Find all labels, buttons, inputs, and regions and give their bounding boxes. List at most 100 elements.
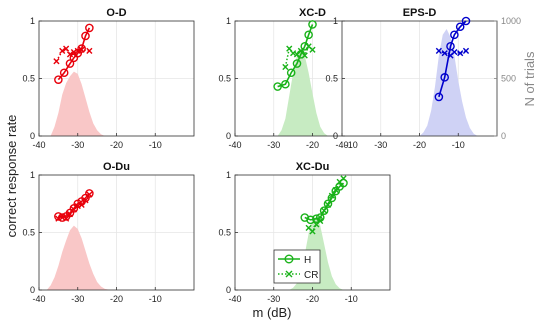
h-point <box>455 22 465 32</box>
x-tick-label: -10 <box>149 140 162 150</box>
y-tick-label: 1 <box>333 16 338 26</box>
y-tick-label: 1 <box>226 170 231 180</box>
h-point <box>308 20 317 29</box>
cr-point <box>309 46 316 53</box>
x-tick-label: -40 <box>32 140 45 150</box>
h-point <box>339 178 348 188</box>
panel-title: O-Du <box>103 161 130 173</box>
h-point <box>306 215 315 225</box>
x-tick-label: -30 <box>374 140 387 150</box>
h-point <box>77 44 86 53</box>
panel-eps-d: -40 -30 -20 -10 0 0.5 1 0 500 1000 EPS-D <box>325 7 521 150</box>
h-point <box>85 189 94 198</box>
y-tick-label: 0.5 <box>218 228 231 238</box>
x-tick-label: -10 <box>345 294 358 304</box>
panel-title: EPS-D <box>403 7 437 19</box>
right-y-axis-label: N of trials <box>522 51 537 106</box>
panel-o-du: -40 -30 -20 -10 0 0.5 1 O-Du <box>22 161 195 304</box>
cr-point <box>66 51 74 58</box>
y-tick-label: 1 <box>30 170 35 180</box>
h-series-line <box>277 24 314 88</box>
h-point <box>319 206 329 215</box>
legend-cr-label: CR <box>304 270 318 281</box>
h-point <box>300 42 310 51</box>
legend: H CR <box>273 249 321 284</box>
ntrials-area <box>50 71 105 136</box>
x-tick-label: -40 <box>335 140 348 150</box>
h-point <box>327 193 337 203</box>
legend-box <box>273 249 321 284</box>
y-tick-label: 0 <box>226 131 231 141</box>
ntrials-area <box>419 29 478 136</box>
cr-point <box>462 47 470 54</box>
y-tick-label: 0 <box>333 131 338 141</box>
ntrials-area <box>277 48 328 136</box>
x-tick-label: -20 <box>110 140 123 150</box>
y-tick-label: 0.5 <box>22 74 35 84</box>
cr-point <box>59 47 66 54</box>
h-point <box>281 79 290 89</box>
y-tick-label: 0 <box>30 131 35 141</box>
h-point <box>57 213 67 222</box>
right-y-tick-label: 0 <box>501 131 506 141</box>
h-point <box>440 73 449 82</box>
cr-point <box>282 63 289 71</box>
panel-title: XC-D <box>299 7 326 19</box>
legend-h-marker <box>284 254 294 264</box>
cr-point <box>63 45 70 52</box>
x-tick-label: -40 <box>228 140 241 150</box>
right-y-tick-label: 500 <box>501 74 516 84</box>
x-tick-label: -10 <box>149 294 162 304</box>
h-point <box>81 31 90 41</box>
legend-cr-marker <box>285 270 293 278</box>
x-tick-label: -10 <box>345 140 358 150</box>
h-point <box>434 92 444 102</box>
x-tick-label: -10 <box>452 140 465 150</box>
y-tick-label: 0.5 <box>325 74 338 84</box>
x-tick-label: -20 <box>306 140 319 150</box>
panels-layer: -40 -30 -20 -10 0 0.5 1 O-D -40 -30 -20 -10 0 0.5 1 XC-… <box>22 7 521 304</box>
y-tick-label: 0.5 <box>218 74 231 84</box>
cr-point <box>457 50 464 57</box>
x-tick-label: -20 <box>306 294 319 304</box>
x-tick-label: -40 <box>228 294 241 304</box>
cr-point <box>451 48 458 56</box>
h-point <box>286 68 296 78</box>
h-point <box>85 23 94 33</box>
h-point <box>315 213 325 222</box>
ntrials-area <box>46 225 113 290</box>
h-point <box>323 199 333 209</box>
h-point <box>59 68 69 78</box>
x-tick-label: -30 <box>267 140 280 150</box>
h-point <box>65 59 75 68</box>
h-point <box>54 75 63 84</box>
cr-point <box>435 47 442 54</box>
h-point <box>296 50 306 59</box>
x-axis-label: m (dB) <box>253 305 292 320</box>
x-tick-label: -20 <box>110 294 123 304</box>
x-tick-label: -40 <box>32 294 45 304</box>
cr-point <box>441 50 448 57</box>
h-point <box>304 30 313 40</box>
h-series-line <box>57 27 91 81</box>
y-tick-label: 0 <box>30 285 35 295</box>
y-tick-label: 0.5 <box>22 228 35 238</box>
h-point <box>446 42 455 51</box>
x-tick-label: -30 <box>71 140 84 150</box>
x-tick-label: -30 <box>71 294 84 304</box>
h-point <box>273 82 282 91</box>
y-tick-label: 0 <box>226 285 231 295</box>
h-point <box>450 30 459 40</box>
y-axis-label: correct response rate <box>4 115 19 238</box>
legend-h-label: H <box>304 255 311 266</box>
x-tick-label: -30 <box>267 294 280 304</box>
cr-point <box>86 47 93 54</box>
h-point <box>461 16 471 26</box>
cr-point <box>53 58 60 65</box>
panel-o-d: -40 -30 -20 -10 0 0.5 1 O-D <box>22 7 195 150</box>
y-tick-label: 1 <box>226 16 231 26</box>
cr-point <box>309 228 316 235</box>
x-tick-label: -20 <box>413 140 426 150</box>
y-tick-label: 1 <box>30 16 35 26</box>
